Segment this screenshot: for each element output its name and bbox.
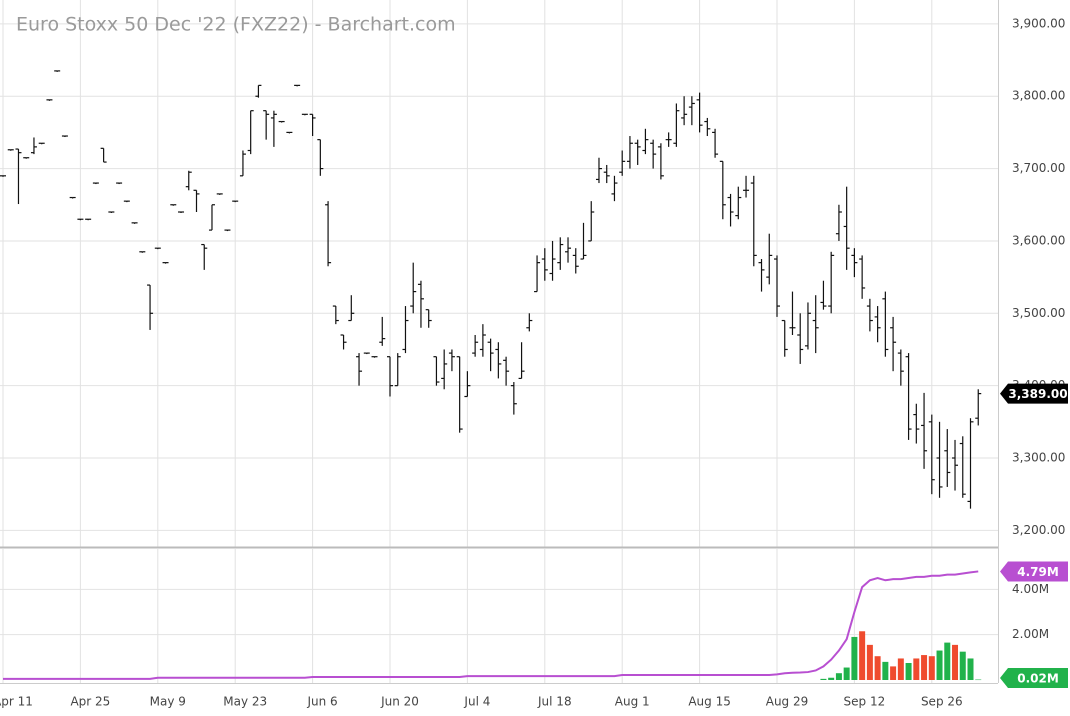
chart-title: Euro Stoxx 50 Dec '22 (FXZ22) - Barchart… <box>16 14 456 36</box>
y-tick-label: 3,900.00 <box>1012 16 1065 30</box>
volume-bar <box>905 663 912 680</box>
x-tick-label: Sep 26 <box>921 695 963 709</box>
volume-bar <box>866 644 873 680</box>
open-interest-label: 4.79M <box>1017 565 1059 579</box>
x-tick-label: Jun 6 <box>306 695 337 709</box>
volume-tag <box>1000 668 1068 688</box>
y-tick-label: 3,600.00 <box>1012 233 1065 247</box>
volume-label: 0.02M <box>1017 672 1059 686</box>
volume-bar <box>975 679 982 681</box>
x-tick-label: Jul 18 <box>537 695 572 709</box>
y-tick-label: 4.00M <box>1012 582 1049 596</box>
y-tick-label: 3,800.00 <box>1012 89 1065 103</box>
volume-bar <box>928 656 935 680</box>
volume-bar <box>851 636 858 680</box>
volume-bar <box>897 658 904 680</box>
volume-bar <box>874 656 881 680</box>
y-tick-label: 2.00M <box>1012 627 1049 641</box>
volume-bar <box>936 650 943 680</box>
x-tick-label: Jun 20 <box>380 695 419 709</box>
volume-bar <box>890 666 897 680</box>
x-tick-label: Apr 11 <box>0 695 33 709</box>
x-tick-label: Sep 12 <box>844 695 886 709</box>
volume-bar <box>859 631 866 680</box>
x-tick-label: Aug 15 <box>688 695 731 709</box>
volume-bar <box>967 658 974 680</box>
grid <box>0 0 998 683</box>
x-tick-label: May 23 <box>223 695 267 709</box>
volume-bar <box>921 655 928 680</box>
y-tick-label: 3,500.00 <box>1012 306 1065 320</box>
x-tick-label: Aug 29 <box>766 695 809 709</box>
x-tick-label: Jul 4 <box>463 695 490 709</box>
y-tick-label: 3,700.00 <box>1012 161 1065 175</box>
y-tick-label: 3,300.00 <box>1012 451 1065 465</box>
x-tick-label: May 9 <box>150 695 186 709</box>
volume-bar <box>828 677 835 680</box>
marks <box>0 70 982 681</box>
last-price-label: 3,389.00 <box>1008 387 1067 401</box>
volume-bar <box>843 667 850 680</box>
open-interest-line <box>3 570 979 680</box>
x-tick-label: Apr 25 <box>70 695 110 709</box>
x-tick-label: Aug 1 <box>615 695 650 709</box>
volume-bar <box>882 661 889 680</box>
y-tick-label: 3,200.00 <box>1012 523 1065 537</box>
open-interest-tag <box>1000 561 1068 582</box>
volume-bar <box>944 642 951 680</box>
volume-bar <box>835 673 842 680</box>
volume-bar <box>913 658 920 680</box>
volume-bar <box>952 644 959 680</box>
volume-bar <box>959 651 966 680</box>
last-price-tag <box>1000 383 1068 404</box>
volume-bar <box>820 678 827 680</box>
